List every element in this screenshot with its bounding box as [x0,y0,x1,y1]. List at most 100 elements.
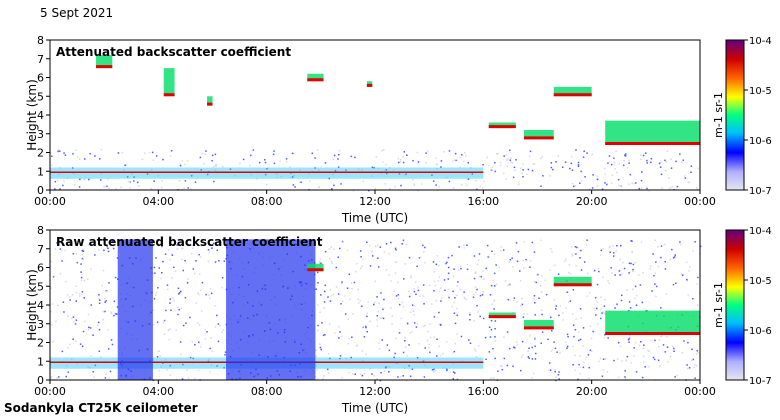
ytick-label: 2 [37,147,44,160]
backscatter-pixel [70,358,73,361]
backscatter-pixel [497,153,499,155]
backscatter-pixel [443,150,445,153]
backscatter-pixel [531,358,534,360]
backscatter-pixel [639,284,642,286]
backscatter-pixel [160,186,163,189]
backscatter-pixel [531,241,534,244]
backscatter-pixel [473,277,476,280]
backscatter-pixel [624,376,626,378]
backscatter-pixel [248,164,251,167]
backscatter-pixel [108,377,110,379]
panel-bottom-ylabel: Height (km) [25,269,39,340]
backscatter-pixel [580,180,583,182]
backscatter-pixel [133,176,135,178]
backscatter-pixel [223,260,226,262]
backscatter-pixel [380,292,382,294]
backscatter-pixel [391,315,394,317]
backscatter-pixel [634,341,637,344]
backscatter-pixel [680,273,683,275]
backscatter-pixel [648,189,651,192]
backscatter-pixel [195,260,197,262]
backscatter-pixel [423,376,426,378]
backscatter-pixel [566,345,569,348]
backscatter-pixel [315,349,317,352]
backscatter-pixel [100,179,102,181]
backscatter-pixel [426,339,429,342]
backscatter-pixel [83,297,85,299]
backscatter-pixel [346,249,349,252]
backscatter-pixel [632,263,635,266]
backscatter-pixel [92,370,94,373]
backscatter-pixel [534,338,536,340]
backscatter-pixel [205,150,207,152]
backscatter-pixel [506,364,509,367]
cloud-base [553,93,592,97]
backscatter-pixel [467,178,470,180]
xtick-label: 20:00 [576,195,608,208]
backscatter-pixel [128,181,131,184]
backscatter-pixel [451,352,454,354]
backscatter-pixel [440,300,442,302]
backscatter-pixel [529,260,532,262]
backscatter-pixel [655,285,658,288]
backscatter-pixel [74,323,77,325]
backscatter-pixel [338,325,340,328]
backscatter-pixel [75,300,78,302]
backscatter-pixel [694,364,696,366]
backscatter-pixel [316,149,319,151]
backscatter-pixel [50,260,52,263]
backscatter-pixel [56,377,58,379]
backscatter-pixel [377,257,379,259]
backscatter-pixel [670,167,673,169]
backscatter-pixel [291,176,294,178]
backscatter-pixel [673,350,675,353]
backscatter-pixel [614,168,616,170]
backscatter-pixel [308,180,311,182]
backscatter-pixel [602,358,605,361]
backscatter-pixel [675,282,677,285]
backscatter-pixel [98,350,101,353]
backscatter-pixel [53,275,56,277]
backscatter-pixel [569,167,571,170]
backscatter-pixel [463,291,465,293]
backscatter-pixel [580,249,582,252]
backscatter-pixel [469,342,472,344]
backscatter-pixel [173,299,175,302]
backscatter-pixel [254,189,256,192]
backscatter-pixel [264,161,267,164]
backscatter-pixel [409,375,412,378]
backscatter-pixel [92,334,94,336]
backscatter-pixel [446,176,448,179]
backscatter-pixel [79,293,81,295]
backscatter-pixel [54,248,57,250]
backscatter-pixel [275,173,278,176]
cloud-region [605,120,700,145]
ytick-label: 8 [37,34,44,47]
backscatter-pixel [523,312,525,315]
backscatter-pixel [158,370,161,372]
cloud-base [553,283,592,287]
backscatter-pixel [390,307,392,309]
backscatter-pixel [473,255,476,257]
backscatter-pixel [516,260,519,263]
backscatter-pixel [229,168,232,170]
backscatter-pixel [456,378,459,381]
backscatter-pixel [177,313,179,316]
backscatter-pixel [328,257,331,260]
backscatter-pixel [155,257,157,259]
backscatter-pixel [403,151,406,153]
backscatter-pixel [432,261,435,263]
backscatter-pixel [454,152,457,155]
backscatter-pixel [83,178,85,181]
backscatter-pixel [579,257,581,259]
backscatter-pixel [366,330,369,333]
backscatter-pixel [492,279,494,282]
backscatter-pixel [176,244,178,246]
backscatter-pixel [357,168,360,170]
backscatter-pixel [586,239,588,241]
panel-bottom: Raw attenuated backscatter coefficient 0… [25,224,716,415]
backscatter-pixel [116,306,119,308]
backscatter-pixel [453,350,456,353]
backscatter-pixel [588,292,591,294]
backscatter-pixel [394,247,397,250]
